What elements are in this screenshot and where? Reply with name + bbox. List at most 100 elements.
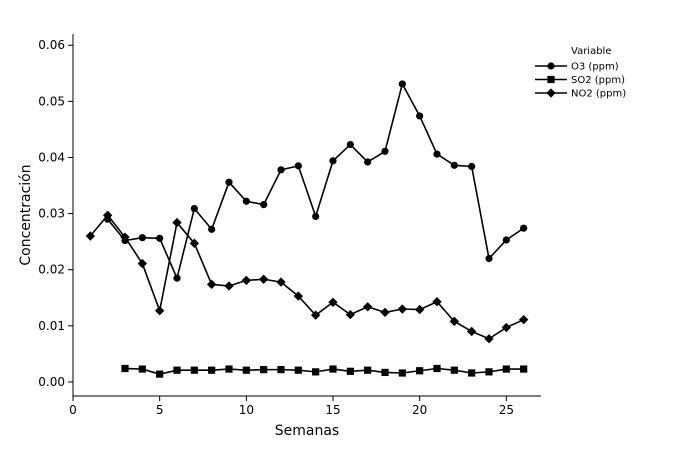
x-tick-label: 15 xyxy=(325,403,340,417)
series-layer xyxy=(85,80,529,378)
data-point-o3 xyxy=(294,162,302,170)
series-so2 xyxy=(121,364,528,378)
legend-title: Variable xyxy=(571,46,612,57)
data-point-so2 xyxy=(294,366,302,374)
data-point-so2 xyxy=(312,368,320,376)
x-axis-title: Semanas xyxy=(275,423,339,439)
series-line-o3 xyxy=(107,81,525,281)
legend-marker-so2 xyxy=(547,75,555,84)
y-axis-title: Concentración xyxy=(18,164,34,265)
data-point-so2 xyxy=(156,370,164,378)
data-point-no2 xyxy=(518,314,529,325)
data-point-so2 xyxy=(381,368,389,377)
data-point-o3 xyxy=(173,274,181,282)
y-tick-label: 0.03 xyxy=(38,207,65,221)
data-point-o3 xyxy=(225,178,233,186)
data-point-o3 xyxy=(502,236,510,244)
data-point-no2 xyxy=(345,309,356,320)
x-tick-label: 10 xyxy=(239,403,254,417)
data-point-no2 xyxy=(85,231,96,241)
x-tick-label: 20 xyxy=(412,403,427,417)
data-point-so2 xyxy=(450,366,458,374)
x-tick-label: 0 xyxy=(69,403,77,417)
data-point-o3 xyxy=(381,147,389,155)
data-point-o3 xyxy=(520,224,528,232)
data-point-no2 xyxy=(484,334,494,344)
data-point-o3 xyxy=(416,112,424,120)
x-tick-label: 25 xyxy=(499,403,514,417)
data-point-no2 xyxy=(241,275,252,286)
data-point-so2 xyxy=(502,365,510,373)
legend: Variable O3 (ppm) SO2 (ppm) NO2 (ppm) xyxy=(535,46,626,100)
data-point-no2 xyxy=(172,217,182,228)
data-point-o3 xyxy=(346,140,354,149)
series-line-so2 xyxy=(124,367,524,375)
data-point-no2 xyxy=(258,274,269,284)
data-point-o3 xyxy=(364,158,372,166)
data-point-no2 xyxy=(137,258,148,269)
data-point-no2 xyxy=(466,326,477,337)
data-point-so2 xyxy=(260,366,268,374)
series-no2 xyxy=(85,210,529,344)
legend-item-so2: SO2 (ppm) xyxy=(535,75,625,86)
data-point-o3 xyxy=(329,157,337,165)
data-point-no2 xyxy=(362,302,373,312)
data-point-so2 xyxy=(329,365,337,373)
y-tick-label: 0.06 xyxy=(38,38,65,52)
data-point-o3 xyxy=(433,150,441,158)
data-point-no2 xyxy=(189,238,200,249)
x-tick-label: 5 xyxy=(156,403,164,417)
legend-label-no2: NO2 (ppm) xyxy=(571,89,626,100)
data-point-no2 xyxy=(380,307,390,318)
data-point-no2 xyxy=(276,277,286,287)
data-point-so2 xyxy=(416,367,424,375)
data-point-o3 xyxy=(138,234,146,242)
data-point-so2 xyxy=(346,367,354,375)
data-point-so2 xyxy=(121,364,129,373)
data-point-no2 xyxy=(102,210,113,220)
data-point-no2 xyxy=(154,306,165,316)
legend-label-so2: SO2 (ppm) xyxy=(571,75,625,86)
y-tick-label: 0.04 xyxy=(38,150,65,164)
legend-marker-no2 xyxy=(546,88,556,98)
data-point-o3 xyxy=(156,234,164,242)
y-tick-label: 0.05 xyxy=(38,94,65,108)
legend-marker-o3 xyxy=(547,62,555,70)
data-point-no2 xyxy=(397,304,408,314)
y-tick-label: 0.00 xyxy=(38,375,65,389)
data-point-o3 xyxy=(242,197,250,205)
data-point-o3 xyxy=(260,201,268,209)
data-point-so2 xyxy=(190,366,198,374)
y-tick-label: 0.02 xyxy=(38,263,65,277)
data-point-so2 xyxy=(208,366,216,374)
legend-items: O3 (ppm) SO2 (ppm) NO2 (ppm) xyxy=(535,62,626,100)
data-point-no2 xyxy=(449,316,460,327)
data-point-o3 xyxy=(468,162,476,171)
data-point-o3 xyxy=(485,254,493,263)
data-point-so2 xyxy=(468,369,476,377)
data-point-so2 xyxy=(242,366,250,374)
data-point-o3 xyxy=(208,225,216,233)
data-point-no2 xyxy=(501,322,512,333)
series-line-no2 xyxy=(89,214,524,340)
data-point-no2 xyxy=(120,232,130,242)
data-point-no2 xyxy=(310,310,321,320)
data-point-no2 xyxy=(328,297,338,307)
data-point-so2 xyxy=(173,366,181,374)
data-point-so2 xyxy=(225,365,233,373)
data-point-so2 xyxy=(277,366,285,374)
data-point-o3 xyxy=(190,204,198,213)
data-point-so2 xyxy=(485,368,493,376)
y-axis-ticks: 0.00 0.01 0.02 0.03 0.04 0.05 0.06 xyxy=(38,38,73,389)
data-point-o3 xyxy=(450,161,458,169)
data-point-no2 xyxy=(224,281,234,291)
data-point-no2 xyxy=(206,279,217,289)
data-point-so2 xyxy=(398,369,406,377)
plot-area: 0.00 0.01 0.02 0.03 0.04 0.05 0.06 0 5 10 15 20 25 xyxy=(38,34,541,417)
legend-item-no2: NO2 (ppm) xyxy=(535,88,626,100)
data-point-no2 xyxy=(432,297,442,307)
legend-label-o3: O3 (ppm) xyxy=(571,62,619,73)
x-axis-ticks: 0 5 10 15 20 25 xyxy=(69,396,514,417)
data-point-so2 xyxy=(433,364,441,373)
